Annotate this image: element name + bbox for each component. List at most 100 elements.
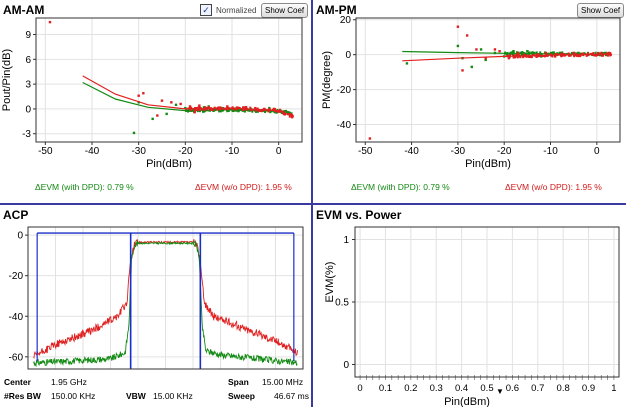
- scatter-point: [156, 114, 159, 117]
- scatter-point: [521, 53, 524, 56]
- scatter-point: [212, 108, 215, 111]
- y-tick-label: 0: [17, 231, 23, 242]
- scatter-point: [542, 55, 545, 58]
- scatter-point: [227, 109, 230, 112]
- scatter-point: [585, 54, 588, 57]
- scatter-point: [545, 53, 548, 56]
- scatter-point: [259, 110, 262, 113]
- y-tick-label: 6: [25, 55, 31, 66]
- scatter-point: [461, 69, 464, 72]
- scatter-point: [505, 53, 508, 56]
- x-tick-label: 0.6: [506, 383, 519, 394]
- scatter-point: [521, 51, 524, 54]
- scatter-point: [470, 65, 473, 69]
- scatter-point: [278, 110, 281, 113]
- x-tick-label: -30: [451, 146, 466, 157]
- scatter-point: [576, 55, 579, 58]
- scatter-point: [48, 20, 52, 24]
- scatter-point: [577, 55, 580, 58]
- am-pm-panel: AM-PM Show Coef -50 -40 -30 -20 -10 0 -40 -20 0 2…: [313, 0, 626, 203]
- x-tick-label: 0: [276, 146, 282, 157]
- scatter-point: [504, 51, 507, 54]
- scatter-point: [368, 137, 372, 140]
- scatter-point: [523, 53, 526, 56]
- scatter-point: [558, 51, 561, 55]
- scatter-point: [244, 106, 248, 109]
- y-tick-label: -40: [9, 312, 24, 323]
- center-value: 1.95 GHz: [51, 377, 87, 387]
- scatter-point: [579, 55, 582, 58]
- scatter-point: [251, 109, 254, 112]
- x-tick-label: -40: [85, 146, 100, 157]
- scatter-point: [267, 110, 270, 113]
- panel-title: EVM vs. Power: [316, 208, 402, 222]
- scatter-point: [567, 52, 570, 55]
- scatter-point: [606, 52, 609, 55]
- scatter-point: [235, 106, 238, 109]
- scatter-point: [601, 54, 604, 57]
- scatter-point: [479, 48, 483, 51]
- scatter-point: [578, 52, 581, 55]
- plot-area: [368, 25, 612, 140]
- x-tick-label: 0.9: [582, 383, 595, 394]
- y-tick-label: 0.5: [335, 298, 349, 309]
- horizontal-divider[interactable]: [0, 203, 626, 205]
- span-value: 15.00 MHz: [262, 377, 304, 387]
- scatter-point: [516, 51, 520, 55]
- scatter-point: [575, 52, 578, 55]
- y-tick-label: 20: [340, 15, 352, 26]
- plot-frame: [35, 17, 303, 143]
- scatter-point: [593, 54, 596, 57]
- scatter-point: [572, 51, 575, 55]
- normalized-checkbox[interactable]: ✓: [200, 4, 212, 16]
- scatter-point: [535, 55, 538, 58]
- scatter-point: [536, 55, 539, 58]
- scatter-point: [132, 131, 136, 135]
- scatter-point: [544, 51, 548, 55]
- scatter-point: [225, 108, 228, 111]
- y-tick-label: 1: [343, 235, 349, 246]
- scatter-point: [185, 108, 188, 111]
- scatter-point: [142, 92, 145, 95]
- scatter-point: [560, 52, 563, 55]
- scatter-point: [216, 108, 219, 111]
- scatter-point: [592, 52, 595, 55]
- am-pm-chart: -50 -40 -30 -20 -10 0 -40 -20 0 20 Pin(dBm) PM(degr…: [321, 15, 621, 170]
- scatter-point: [465, 34, 469, 37]
- res-bw-value: 150.00 KHz: [51, 391, 96, 401]
- y-tick-label: -20: [337, 85, 352, 96]
- evm-vs-power-panel: EVM vs. Power 0 0.1 0.2 0.3 0.4 0.5 0.6 0.7 0.8 0…: [313, 205, 626, 407]
- am-am-chart: -50 -40 -30 -20 -10 0-30369Pin(dBm)Pout/Pin(d…: [1, 17, 303, 170]
- y-tick-label: 0: [25, 104, 31, 115]
- scatter-point: [184, 106, 187, 110]
- scatter-point: [596, 51, 599, 54]
- vbw-label: VBW: [126, 391, 146, 401]
- xaxis-dropdown-arrow-icon[interactable]: ▼: [496, 387, 504, 396]
- scatter-point: [522, 55, 525, 58]
- scatter-point: [512, 54, 515, 57]
- x-tick-label: -30: [131, 146, 146, 157]
- scatter-point: [509, 54, 512, 57]
- scatter-point: [586, 52, 589, 55]
- fit-curve: [402, 53, 611, 62]
- scatter-point: [202, 106, 206, 109]
- res-bw-readout: #Res BW 150.00 KHz: [4, 391, 95, 401]
- y-tick-label: 0: [343, 360, 349, 371]
- scatter-point: [193, 109, 196, 112]
- span-label: Span: [228, 377, 249, 387]
- x-axis-label: Pin(dBm): [444, 396, 490, 407]
- plot-frame: [354, 226, 620, 378]
- scatter-point: [594, 51, 597, 54]
- delta-evm-with-dpd: ΔEVM (with DPD): 0.79 %: [35, 182, 134, 192]
- scatter-point: [231, 110, 234, 113]
- scatter-point: [528, 55, 531, 58]
- scatter-point: [242, 108, 245, 111]
- y-tick-label: -20: [9, 271, 24, 282]
- scatter-point: [512, 56, 515, 59]
- scatter-point: [198, 108, 201, 111]
- x-tick-label: 0.7: [531, 383, 544, 394]
- y-axis-label: PM(degree): [321, 51, 333, 109]
- scatter-point: [189, 108, 192, 111]
- scatter-point: [554, 53, 557, 56]
- scatter-point: [269, 111, 272, 114]
